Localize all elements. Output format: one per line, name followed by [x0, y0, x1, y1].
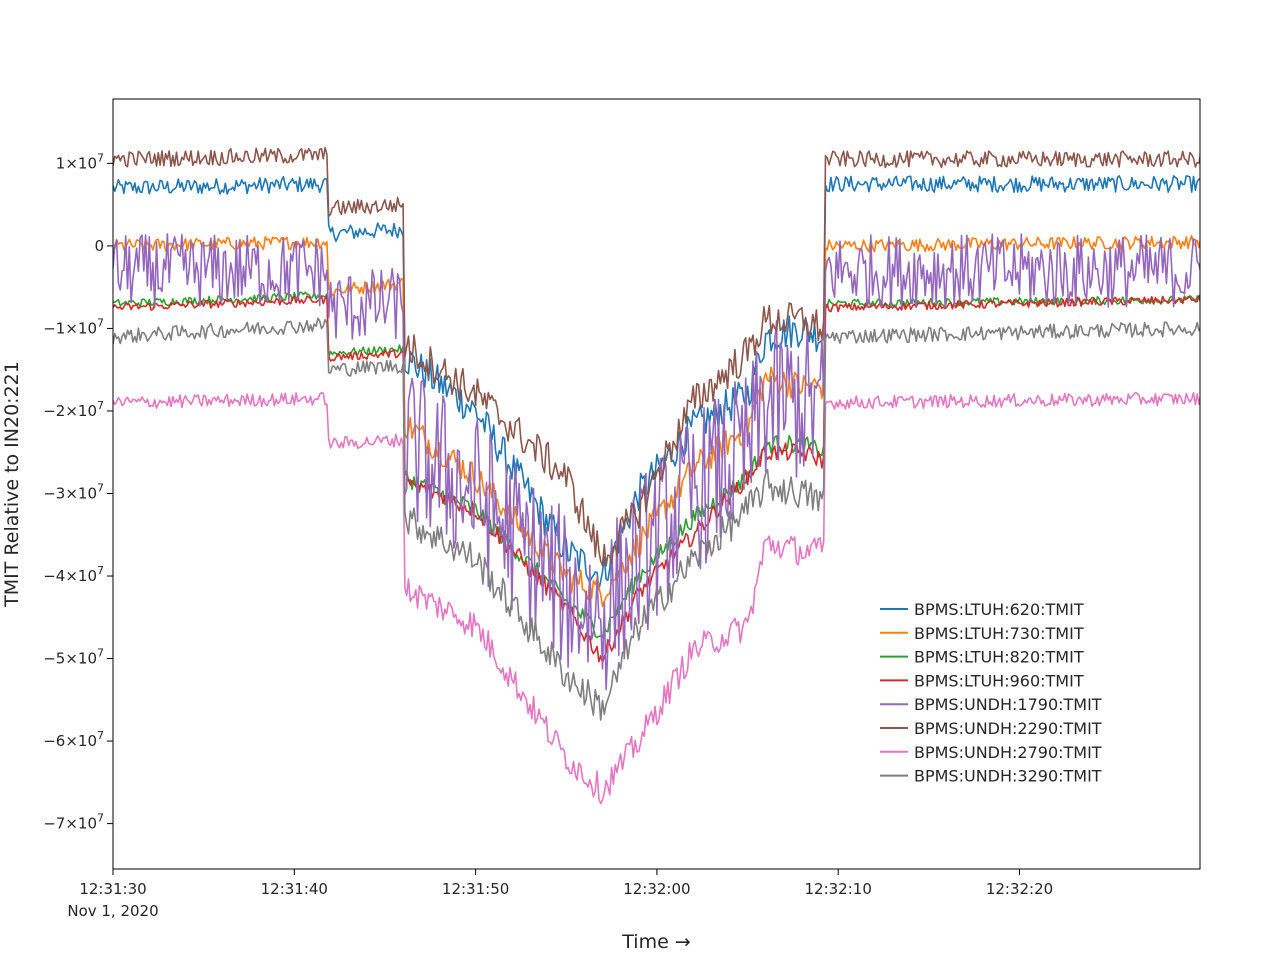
y-tick-label: −2×107: [43, 399, 104, 420]
y-axis-label: TMIT Relative to IN20:221: [1, 361, 23, 608]
x-tick-label: 12:31:30: [79, 880, 146, 898]
legend-label: BPMS:UNDH:1790:TMIT: [914, 695, 1102, 714]
x-tick-sublabel: Nov 1, 2020: [67, 902, 158, 920]
y-tick-label: −5×107: [43, 647, 104, 668]
series-line-7: [113, 391, 1200, 805]
series-line-1: [113, 175, 1200, 591]
x-tick-label: 12:31:50: [442, 880, 509, 898]
x-tick-label: 12:31:40: [261, 880, 328, 898]
plot-lines: [113, 146, 1200, 805]
x-tick-label: 12:32:00: [623, 880, 690, 898]
x-axis-label: Time →: [621, 931, 690, 953]
series-line-6: [113, 146, 1200, 567]
y-tick-label: −4×107: [43, 564, 104, 585]
legend-label: BPMS:LTUH:730:TMIT: [914, 624, 1084, 643]
y-tick-label: −7×107: [43, 812, 104, 833]
legend-label: BPMS:LTUH:960:TMIT: [914, 671, 1084, 690]
y-tick-label: 1×107: [56, 151, 104, 172]
legend: BPMS:LTUH:620:TMIT BPMS:LTUH:730:TMIT BPMS…: [880, 600, 1102, 786]
y-tick-label: −1×107: [43, 316, 104, 337]
legend-label: BPMS:UNDH:2790:TMIT: [914, 743, 1102, 762]
legend-label: BPMS:LTUH:820:TMIT: [914, 648, 1084, 667]
legend-label: BPMS:UNDH:3290:TMIT: [914, 767, 1102, 786]
y-axis: 1×107 0 −1×107 −2×107 −3×107 −4×107 −5×107 −6×1…: [43, 151, 113, 833]
y-tick-label: 0: [94, 237, 104, 255]
series-line-8: [113, 317, 1200, 721]
series-line-5: [113, 233, 1200, 691]
x-tick-label: 12:32:10: [805, 880, 872, 898]
legend-label: BPMS:LTUH:620:TMIT: [914, 600, 1084, 619]
x-tick-label: 12:32:20: [986, 880, 1053, 898]
x-axis: 12:31:30 Nov 1, 2020 12:31:40 12:31:50 12:32…: [67, 869, 1053, 920]
y-tick-label: −6×107: [43, 729, 104, 750]
y-tick-label: −3×107: [43, 481, 104, 502]
legend-label: BPMS:UNDH:2290:TMIT: [914, 719, 1102, 738]
